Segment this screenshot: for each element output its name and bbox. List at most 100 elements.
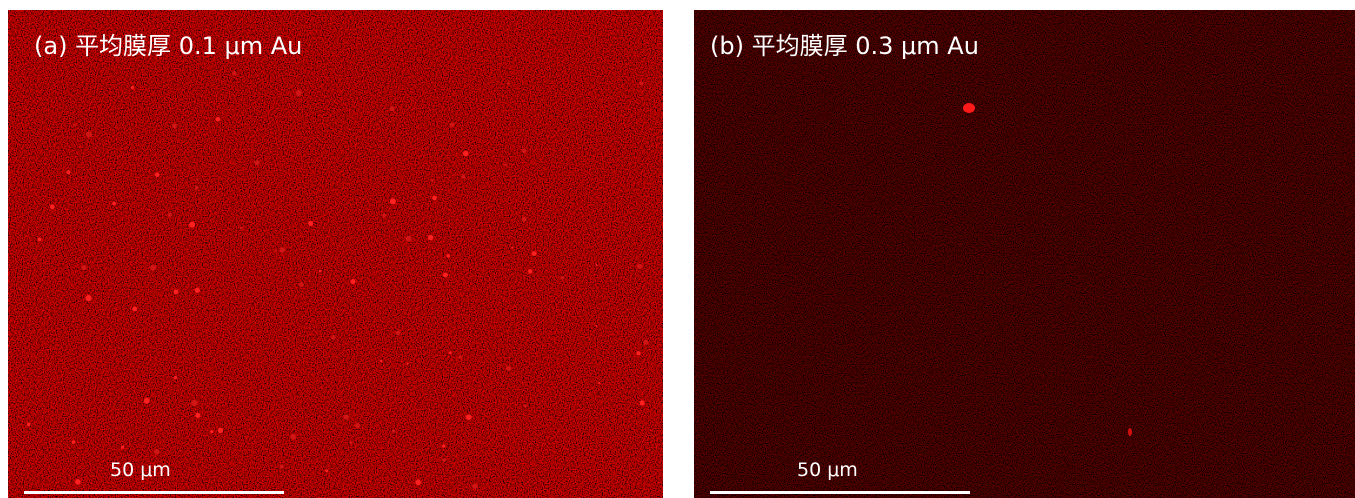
au-spot <box>189 222 195 228</box>
au-spot <box>406 236 412 242</box>
au-spot <box>382 213 386 217</box>
au-spot <box>132 306 137 311</box>
au-spot <box>507 82 510 85</box>
au-spot <box>636 351 640 355</box>
au-spot <box>459 355 462 358</box>
au-spot <box>195 288 200 293</box>
au-spot <box>639 400 644 405</box>
au-spot <box>390 106 395 111</box>
au-spot <box>112 202 116 206</box>
au-spot <box>472 483 477 488</box>
au-spot <box>532 251 537 256</box>
au-spot <box>191 400 197 406</box>
au-spot <box>351 279 356 284</box>
au-spot <box>144 398 150 404</box>
au-spot <box>466 414 471 419</box>
au-particle <box>1128 428 1132 436</box>
au-spot <box>396 331 400 335</box>
panel-b: (b) 平均膜厚 0.3 μm Au 50 μm <box>694 10 1355 498</box>
au-spot <box>407 363 409 365</box>
au-spot <box>174 376 177 379</box>
au-spot <box>350 441 353 444</box>
scale-bar <box>24 491 284 494</box>
au-spot <box>561 276 564 279</box>
panel-label: (a) 平均膜厚 0.1 μm Au <box>34 32 302 60</box>
au-spot <box>121 446 124 449</box>
au-particle <box>963 103 975 113</box>
au-spot <box>150 265 156 271</box>
au-spot <box>218 428 223 433</box>
au-spot <box>50 204 55 209</box>
au-spot <box>461 175 465 179</box>
au-spot <box>240 227 243 230</box>
au-spot <box>442 458 446 462</box>
au-spot <box>131 86 134 89</box>
au-spot <box>168 213 172 217</box>
au-spot <box>66 170 70 174</box>
au-spot <box>280 247 286 253</box>
au-spot <box>308 221 313 226</box>
au-spot <box>524 404 527 407</box>
au-spot <box>432 196 437 201</box>
au-spot <box>232 71 237 76</box>
au-spot <box>280 465 284 469</box>
au-spot <box>174 290 179 295</box>
figure: (a) 平均膜厚 0.1 μm Au 50 μm (b) 平均膜厚 0.3 μm… <box>0 0 1355 498</box>
au-spot <box>431 179 434 182</box>
au-spot <box>72 440 76 444</box>
au-spot <box>195 413 200 418</box>
au-spot <box>596 325 598 327</box>
au-spot <box>442 444 445 447</box>
au-spot <box>196 179 198 181</box>
scale-bar <box>710 491 970 494</box>
au-spot <box>210 430 213 433</box>
au-spot <box>254 160 259 165</box>
scale-bar-label: 50 μm <box>797 459 858 481</box>
au-spot <box>390 198 396 204</box>
au-spot <box>447 254 450 257</box>
au-spot <box>355 423 360 428</box>
au-spot <box>639 82 643 86</box>
au-spot <box>511 247 513 249</box>
au-spot <box>73 124 76 127</box>
au-spot <box>155 173 160 178</box>
au-spot <box>450 123 455 128</box>
au-spot <box>172 123 177 128</box>
au-spot <box>637 264 642 269</box>
au-spot <box>528 269 532 273</box>
au-spot <box>216 117 221 122</box>
au-spot <box>325 469 328 472</box>
au-spot <box>443 273 448 278</box>
au-spot <box>85 295 91 301</box>
au-spot <box>81 265 86 270</box>
au-spot <box>504 163 507 166</box>
au-spot <box>154 449 160 455</box>
panel-a: (a) 平均膜厚 0.1 μm Au 50 μm <box>8 10 663 498</box>
panel-label: (b) 平均膜厚 0.3 μm Au <box>710 32 979 60</box>
au-spot <box>449 351 452 354</box>
au-map <box>8 10 663 498</box>
au-spot <box>415 480 420 485</box>
au-spot <box>506 366 511 371</box>
au-spot <box>643 340 648 345</box>
au-spot <box>75 479 81 485</box>
au-spot <box>195 186 199 190</box>
au-spot <box>598 382 600 384</box>
au-spot <box>296 90 302 96</box>
au-spot <box>86 131 92 137</box>
au-spot <box>38 238 42 242</box>
au-spot <box>380 360 382 362</box>
au-spot <box>522 148 527 153</box>
scale-bar-label: 50 μm <box>110 459 171 481</box>
au-spot <box>343 414 349 420</box>
au-spot <box>392 429 395 432</box>
au-spot <box>319 270 322 273</box>
au-spot <box>275 250 277 252</box>
au-map <box>694 10 1355 498</box>
au-spot <box>299 282 304 287</box>
au-spot <box>463 151 469 157</box>
au-spot <box>27 422 31 426</box>
au-spot <box>290 434 296 440</box>
au-spot <box>428 235 434 241</box>
au-spot <box>522 217 527 222</box>
